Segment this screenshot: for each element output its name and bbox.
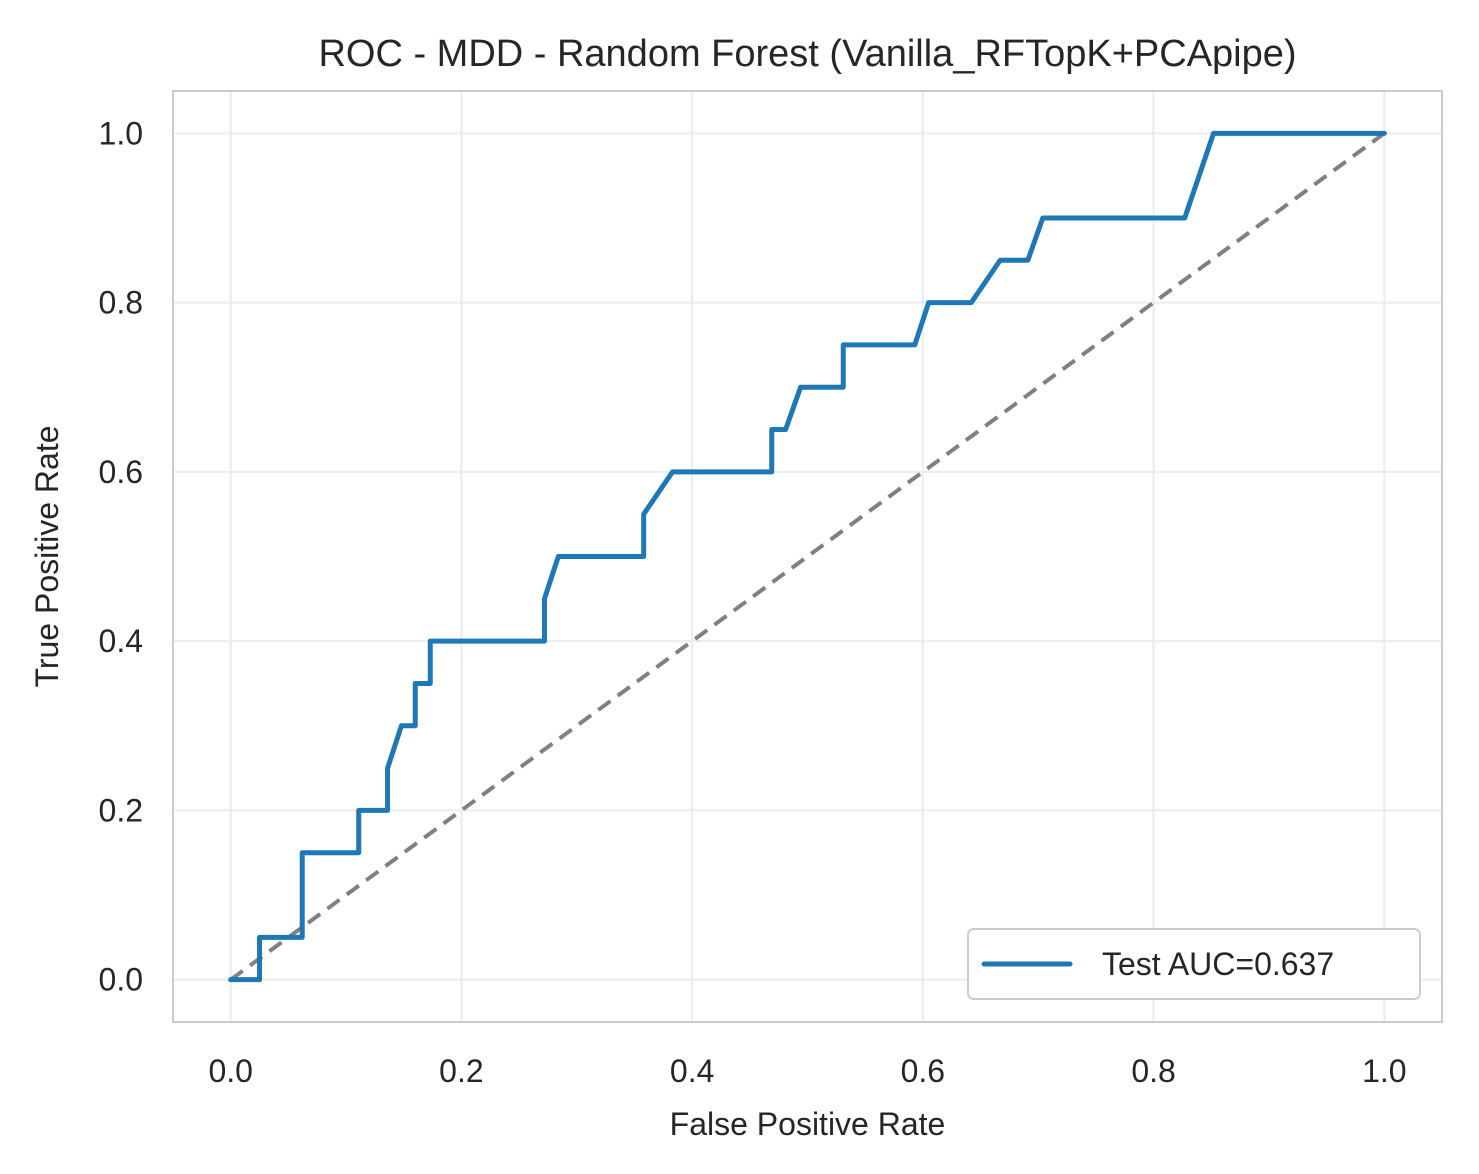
y-tick-label: 1.0 bbox=[99, 115, 143, 151]
x-tick-label: 0.8 bbox=[1131, 1053, 1175, 1089]
series-layer bbox=[228, 130, 1387, 983]
y-tick-label: 0.8 bbox=[99, 285, 143, 321]
legend-label: Test AUC=0.637 bbox=[1102, 946, 1334, 982]
y-ticks: 0.0 0.2 0.4 0.6 0.8 1.0 bbox=[99, 115, 143, 997]
chance-line bbox=[229, 131, 1386, 982]
x-tick-label: 1.0 bbox=[1362, 1053, 1406, 1089]
x-ticks: 0.0 0.2 0.4 0.6 0.8 1.0 bbox=[208, 1053, 1406, 1089]
grid bbox=[173, 91, 1442, 1022]
y-tick-label: 0.2 bbox=[99, 792, 143, 828]
legend-box bbox=[967, 928, 1421, 1000]
x-tick-label: 0.2 bbox=[439, 1053, 483, 1089]
x-tick-label: 0.0 bbox=[208, 1053, 252, 1089]
roc-curve bbox=[228, 130, 1387, 983]
legend: Test AUC=0.637 bbox=[967, 928, 1421, 1000]
x-axis-label: False Positive Rate bbox=[670, 1106, 946, 1142]
chart-title: ROC - MDD - Random Forest (Vanilla_RFTop… bbox=[318, 33, 1296, 75]
y-axis-label: True Positive Rate bbox=[29, 425, 65, 687]
x-tick-label: 0.4 bbox=[670, 1053, 714, 1089]
y-tick-label: 0.4 bbox=[99, 623, 143, 659]
y-tick-label: 0.0 bbox=[99, 962, 143, 998]
x-tick-label: 0.6 bbox=[901, 1053, 945, 1089]
y-tick-label: 0.6 bbox=[99, 454, 143, 490]
plot-frame bbox=[172, 90, 1443, 1023]
